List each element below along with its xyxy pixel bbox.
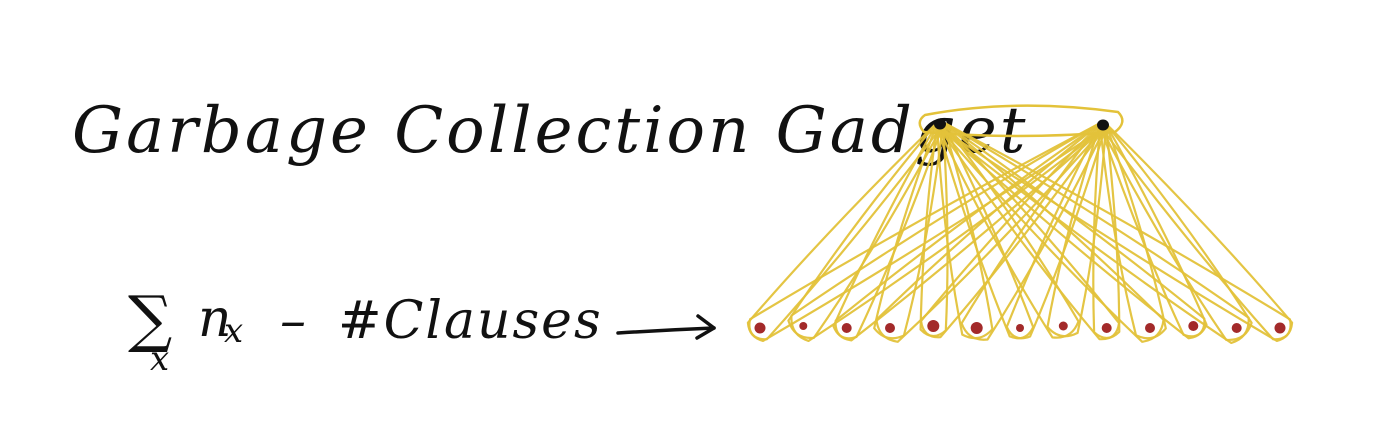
bottom-node: [1101, 323, 1112, 333]
bottom-node: [841, 323, 852, 333]
formula-term-subscript: x: [224, 311, 243, 351]
graph-edges: [746, 104, 1294, 344]
sum-symbol: ∑: [128, 282, 172, 355]
edge-loop: [748, 121, 1106, 342]
formula-operator: –: [280, 291, 308, 351]
arrow-head: [695, 314, 716, 340]
edge-loop: [1099, 123, 1167, 340]
edge-loop: [1092, 124, 1121, 340]
top-node: [934, 118, 946, 130]
edge-loop: [1046, 124, 1107, 338]
edge-loop: [1099, 123, 1208, 338]
edge-loop: [875, 121, 1106, 343]
arrow: [616, 314, 716, 340]
arrow-shaft: [616, 326, 716, 335]
bottom-node: [1058, 321, 1068, 331]
edge-loop: [935, 123, 994, 340]
formula: ∑ x n x – #Clauses: [128, 282, 603, 379]
bottom-node: [1188, 321, 1199, 331]
edge-loop: [1005, 123, 1107, 340]
bottom-node: [927, 320, 940, 332]
edge-loop: [1099, 122, 1253, 341]
edge-loop: [1099, 122, 1294, 341]
diagram-title: Garbage Collection Gadget: [72, 94, 1028, 168]
formula-term: n: [198, 289, 234, 349]
edge-loop: [920, 122, 1107, 339]
edge-loop: [834, 121, 1106, 342]
formula-rest: #Clauses: [338, 291, 603, 351]
bottom-node: [970, 322, 983, 334]
edge-loop: [790, 121, 1106, 342]
bottom-node: [885, 323, 895, 333]
edge-loop: [960, 122, 1107, 341]
bottom-node: [1231, 323, 1242, 333]
bottom-node: [799, 322, 808, 330]
bottom-node: [1016, 324, 1024, 332]
graph-nodes: [754, 118, 1286, 334]
bottom-node: [1145, 323, 1155, 333]
top-node: [1097, 119, 1109, 131]
sum-subscript: x: [150, 339, 169, 379]
bottom-node: [754, 322, 766, 334]
bottom-node: [1274, 322, 1286, 334]
